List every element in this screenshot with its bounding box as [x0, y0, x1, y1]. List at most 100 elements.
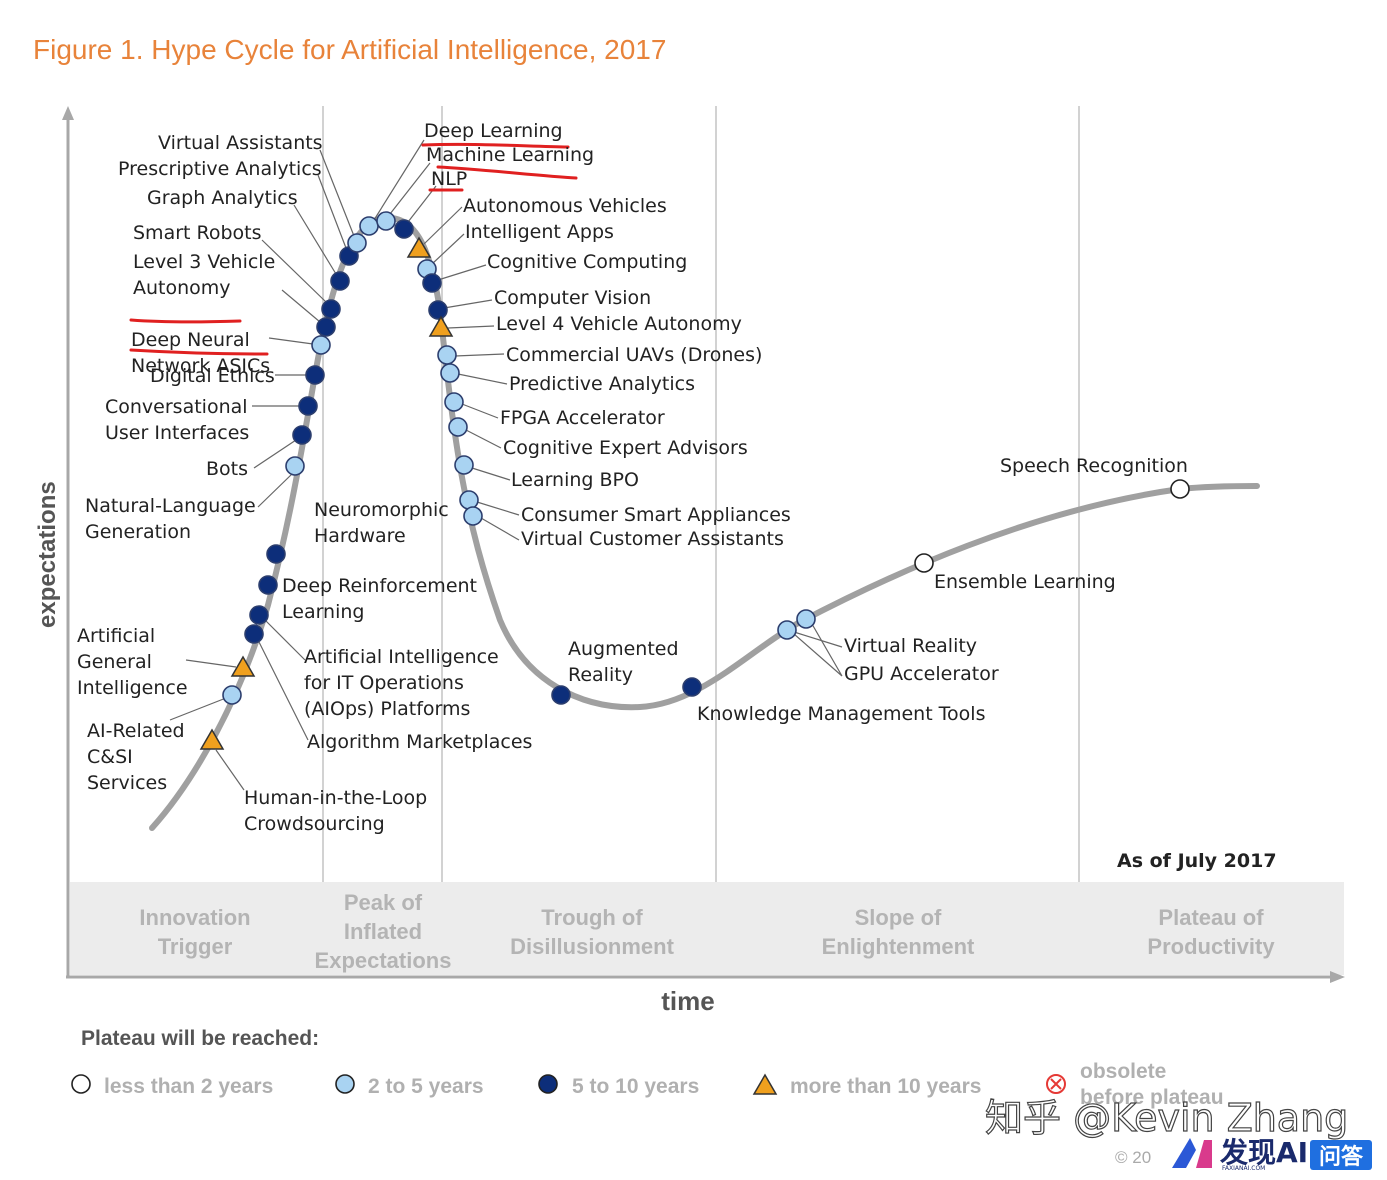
tech-label-deep-neural-network-asics: Deep Neural [131, 329, 250, 351]
tech-label-deep-learning: Deep Learning [424, 120, 563, 142]
underline-deep-learning [421, 142, 570, 149]
y-axis-arrow [62, 106, 74, 120]
leader-line-deep-neural-network-asics [268, 337, 314, 345]
leader-line-human-in-the-loop-crowdsourcing [215, 749, 245, 791]
underline-network-asics [129, 348, 269, 356]
marker-artificial-general-intelligence [230, 655, 256, 677]
marker-gpu-accelerator [796, 609, 816, 629]
x-axis-arrow [1330, 971, 1345, 983]
marker-level-4-vehicle-autonomy [428, 315, 454, 337]
leader-line-autonomous-vehicles [423, 206, 463, 245]
tech-label-artificial-general-intelligence: Artificial [77, 625, 155, 647]
phase-label-innovation: Trigger [158, 934, 233, 959]
tech-label-artificial-intelligence-for-it-operations-aiops-platforms: (AIOps) Platforms [304, 698, 470, 720]
leader-line-prescriptive-analytics [317, 174, 347, 249]
marker-fpga-accelerator [444, 392, 464, 412]
as-of-label: As of July 2017 [1117, 850, 1277, 872]
obsolete-circle [1046, 1074, 1066, 1094]
leader-line-virtual-reality [793, 631, 843, 648]
phase-label-plateau: Productivity [1147, 934, 1275, 959]
phase-label-slope: Enlightenment [822, 934, 975, 959]
marker-knowledge-management-tools [682, 677, 702, 697]
tech-label-artificial-general-intelligence: General [77, 651, 152, 673]
tech-label-consumer-smart-appliances: Consumer Smart Appliances [521, 504, 791, 526]
leader-line-commercial-uavs-drones [454, 353, 505, 357]
tech-label-algorithm-marketplaces: Algorithm Marketplaces [307, 731, 532, 753]
tech-label-cognitive-expert-advisors: Cognitive Expert Advisors [503, 437, 748, 459]
leader-line-natural-language-generation [257, 473, 293, 508]
leader-line-level-3-vehicle-autonomy [281, 289, 321, 323]
leader-line-intelligent-apps [431, 233, 465, 265]
x-axis-label: time [661, 986, 714, 1016]
tech-label-nlp: NLP [431, 168, 467, 190]
phase-label-peak: Peak of [344, 890, 423, 915]
leader-line-machine-learning [389, 162, 431, 215]
tech-label-deep-reinforcement-learning: Deep Reinforcement [282, 575, 477, 597]
tech-label-autonomous-vehicles: Autonomous Vehicles [463, 195, 667, 217]
marker-smart-robots [321, 299, 341, 319]
tech-label-level-3-vehicle-autonomy: Autonomy [133, 277, 231, 299]
leader-line-ai-related-c-si-services [169, 697, 227, 721]
brand-logo: 发现AI FAXIANAI.COM 问答 [1172, 1136, 1372, 1172]
leader-line-level-4-vehicle-autonomy [447, 325, 495, 329]
leader-line-algorithm-marketplaces [257, 639, 309, 741]
tech-label-augmented-reality: Augmented [568, 638, 679, 660]
marker-digital-ethics [305, 365, 325, 385]
tech-label-natural-language-generation: Natural-Language [85, 495, 256, 517]
legend-label-lt2: less than 2 years [104, 1075, 273, 1098]
marker-nlp [394, 219, 414, 239]
legend-marker-lt2 [71, 1074, 91, 1094]
leader-line-nlp [407, 185, 437, 223]
marker-bots [292, 425, 312, 445]
marker-virtual-reality [777, 620, 797, 640]
tech-label-artificial-intelligence-for-it-operations-aiops-platforms: for IT Operations [304, 672, 464, 694]
tech-label-prescriptive-analytics: Prescriptive Analytics [118, 158, 322, 180]
leader-line-virtual-customer-assistants [480, 517, 520, 541]
legend-heading: Plateau will be reached: [81, 1027, 319, 1050]
marker-consumer-smart-appliances [459, 490, 479, 510]
tech-label-knowledge-management-tools: Knowledge Management Tools [697, 703, 986, 725]
marker-learning-bpo [454, 455, 474, 475]
tech-label-cognitive-computing: Cognitive Computing [487, 251, 687, 273]
marker-commercial-uavs-drones [437, 345, 457, 365]
phase-band [70, 882, 1344, 975]
tech-label-conversational-user-interfaces: User Interfaces [105, 422, 249, 444]
tech-label-graph-analytics: Graph Analytics [147, 187, 298, 209]
leader-line-learning-bpo [471, 467, 511, 481]
leader-line-fpga-accelerator [461, 403, 499, 419]
copyright-text: © 20 [1115, 1148, 1151, 1167]
tech-label-deep-reinforcement-learning: Learning [282, 601, 365, 623]
tech-label-ai-related-c-si-services: AI-Related [87, 720, 185, 742]
marker-deep-neural-network-asics [311, 335, 331, 355]
tech-label-ai-related-c-si-services: C&SI [87, 746, 133, 768]
tech-label-learning-bpo: Learning BPO [511, 469, 639, 491]
marker-deep-learning [359, 216, 379, 236]
tech-label-artificial-general-intelligence: Intelligence [77, 677, 188, 699]
legend-label-2to5: 2 to 5 years [368, 1075, 484, 1098]
chart-title: Figure 1. Hype Cycle for Artificial Inte… [33, 34, 666, 65]
leader-line-artificial-intelligence-for-it-operations-aiops-platforms [264, 619, 306, 661]
tech-label-level-3-vehicle-autonomy: Level 3 Vehicle [133, 251, 275, 273]
y-axis-label: expectations [34, 481, 61, 628]
legend: less than 2 years 2 to 5 years 5 to 10 yea… [71, 1060, 1224, 1109]
tech-label-artificial-intelligence-for-it-operations-aiops-platforms: Artificial Intelligence [304, 646, 499, 668]
legend-marker-5to10 [538, 1074, 558, 1094]
tech-label-neuromorphic-hardware: Hardware [314, 525, 406, 547]
brand-name: 发现AI [1219, 1136, 1308, 1169]
brand-logo-icon-accent [1196, 1140, 1212, 1168]
leader-line-computer-vision [443, 299, 493, 309]
phase-label-trough: Disillusionment [510, 934, 674, 959]
leader-line-virtual-assistants [319, 149, 355, 237]
leader-line-consumer-smart-appliances [476, 501, 520, 516]
tech-label-human-in-the-loop-crowdsourcing: Crowdsourcing [244, 813, 385, 835]
technology-labels: Human-in-the-Loop Crowdsourcing AI-Related… [77, 120, 1188, 835]
marker-virtual-customer-assistants [463, 506, 483, 526]
underline-machine-learning [436, 165, 578, 180]
marker-algorithm-marketplaces [244, 624, 264, 644]
marker-natural-language-generation [285, 456, 305, 476]
legend-marker-gt10 [752, 1073, 778, 1095]
legend-label-obsolete-line2: before plateau [1080, 1086, 1224, 1109]
marker-ai-related-c-si-services [222, 685, 242, 705]
legend-label-obsolete: obsolete [1080, 1060, 1166, 1083]
